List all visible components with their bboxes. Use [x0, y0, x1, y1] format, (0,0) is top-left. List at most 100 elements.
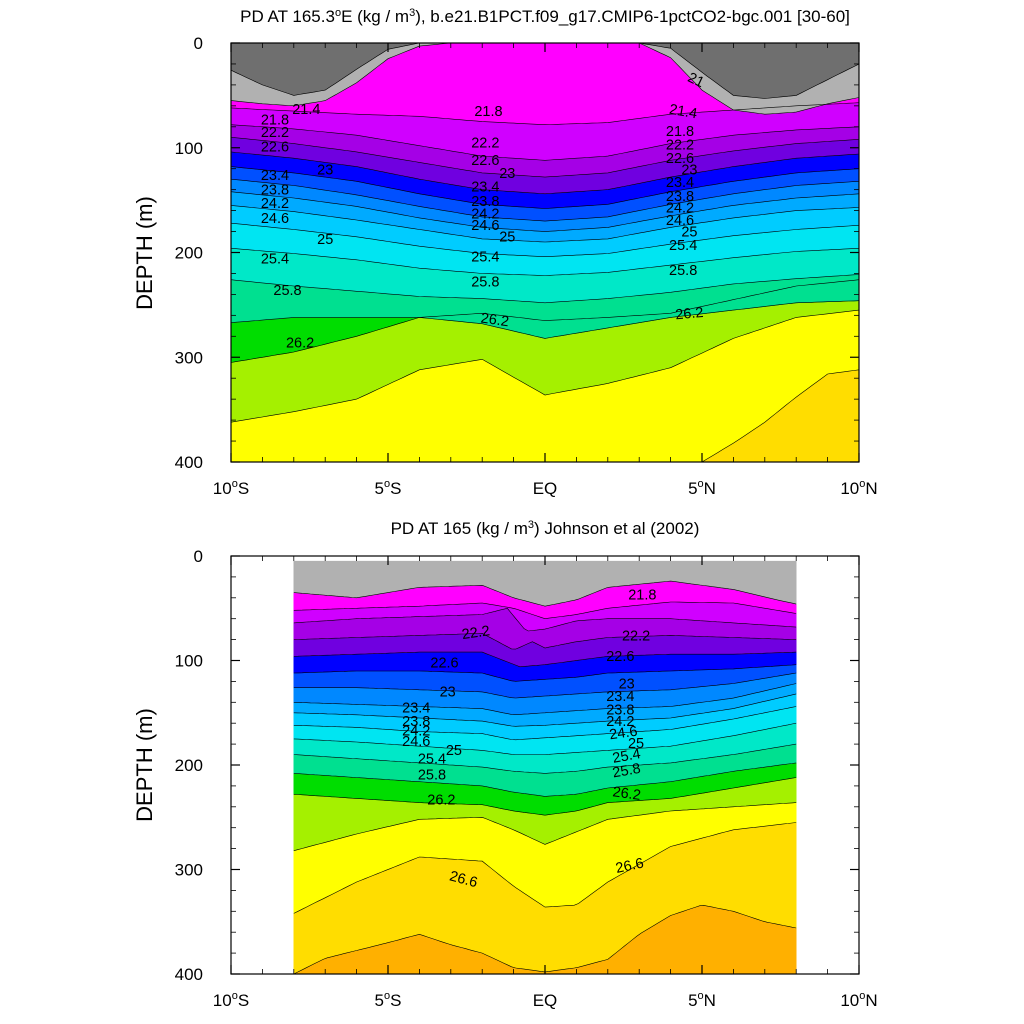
isopycnal-line	[231, 300, 859, 339]
y-tick-label: 300	[175, 348, 203, 367]
contour-label: 25.8	[418, 767, 446, 783]
top-chart-title: PD AT 165.3oE (kg / m3), b.e21.B1PCT.f09…	[240, 7, 850, 26]
bottom-axes: 0 100 200 300 400 10oS 5oS EQ 5oN 10oN	[175, 547, 878, 1010]
bottom-contour-fill	[293, 560, 797, 974]
top-panel: PD AT 165.3oE (kg / m3), b.e21.B1PCT.f09…	[132, 7, 878, 498]
contour-label: 25	[446, 743, 462, 759]
contour-label: 23.4	[471, 179, 499, 195]
contour-label: 22.6	[261, 140, 289, 156]
top-contour-lines	[231, 43, 859, 462]
y-tick-label: 100	[175, 139, 203, 158]
contour-label: 24.2	[606, 714, 634, 730]
contour-label: 23.8	[402, 714, 430, 730]
contour-label: 24.6	[471, 218, 499, 234]
contour-label: 23.4	[261, 168, 289, 184]
bottom-panel: PD AT 165 (kg / m3) Johnson et al (2002)…	[132, 519, 878, 1010]
top-y-axis-title: DEPTH (m)	[132, 196, 157, 310]
contour-label: 23.8	[666, 189, 694, 205]
contour-label: 26.2	[480, 311, 510, 331]
y-tick-label: 0	[194, 34, 203, 53]
top-plot-area: 21.421.822.222.62323.423.824.224.62525.4…	[231, 43, 859, 462]
isopycnal-line	[293, 693, 797, 727]
contour-label: 23	[499, 166, 515, 182]
contour-label: 25.4	[611, 746, 642, 767]
contour-label: 22.6	[666, 151, 694, 167]
contour-label: 25.4	[471, 250, 499, 266]
contour-label: 25	[317, 232, 333, 248]
contour-label: 25.8	[273, 283, 301, 299]
isopycnal-line	[231, 166, 859, 209]
contour-label: 23.8	[261, 183, 289, 199]
contour-label: 23	[681, 163, 697, 179]
contour-band	[231, 369, 859, 462]
contour-label: 22.6	[430, 655, 458, 671]
x-tick-label: 10oN	[840, 990, 877, 1010]
contour-label: 24.6	[666, 213, 694, 229]
bottom-plot-area: 21.822.2 22.222.6 22.6232323.423.423.823.8…	[231, 556, 859, 974]
isopycnal-line	[293, 632, 797, 650]
contour-label: 24.2	[261, 196, 289, 212]
contour-label: 23.8	[471, 194, 499, 210]
x-tick-label: 10oS	[213, 990, 249, 1010]
isopycnal-line	[293, 777, 797, 816]
x-tick-label: 10oN	[840, 478, 877, 498]
y-tick-label: 200	[175, 244, 203, 263]
isopycnal-line	[293, 672, 797, 699]
isopycnal-line	[293, 601, 797, 620]
bottom-chart-title: PD AT 165 (kg / m3) Johnson et al (2002)	[391, 519, 700, 538]
contour-label: 22.2	[461, 623, 491, 643]
contour-label: 24.6	[261, 211, 289, 227]
isopycnal-line	[231, 309, 859, 423]
contour-label: 23.8	[606, 702, 634, 718]
isopycnal-line	[293, 743, 797, 774]
isopycnal-line	[293, 722, 797, 755]
isopycnal-line	[231, 137, 859, 178]
isopycnal-line	[293, 762, 797, 797]
contour-label: 22.6	[606, 649, 634, 665]
contour-label: 23	[619, 676, 635, 692]
isopycnal-line	[231, 178, 859, 222]
contour-label: 21.8	[474, 104, 502, 120]
isopycnal-line	[231, 279, 859, 363]
contour-label: 22.2	[622, 628, 650, 644]
isopycnal-line	[231, 43, 859, 99]
contour-label: 24.6	[608, 724, 638, 744]
bottom-contour-labels: 21.822.2 22.222.6 22.6232323.423.423.823.8…	[402, 588, 656, 892]
isopycnal-line	[293, 607, 797, 632]
isopycnal-line	[293, 822, 797, 914]
contour-label: 21.4	[668, 102, 699, 123]
contour-label: 23.4	[402, 700, 430, 716]
isopycnal-line	[231, 124, 859, 161]
contour-label: 21	[685, 70, 706, 91]
contour-label: 24.2	[471, 207, 499, 223]
isopycnal-line	[231, 43, 859, 115]
contour-label: 25.8	[669, 263, 697, 279]
contour-band	[231, 43, 859, 99]
isopycnal-line	[293, 683, 797, 716]
bottom-y-axis-title: DEPTH (m)	[132, 708, 157, 822]
x-tick-label: 5oS	[375, 478, 402, 498]
contour-label: 26.2	[286, 335, 314, 351]
x-tick-label: 5oN	[688, 990, 716, 1010]
isopycnal-line	[231, 102, 859, 126]
contour-label: 25.4	[261, 252, 289, 268]
top-axes: 0 100 200 300 400 10oS 5oS EQ 5oN 10oN	[175, 34, 878, 498]
contour-label: 25.8	[471, 275, 499, 291]
contour-label: 21.8	[628, 588, 656, 604]
isopycnal-line	[293, 802, 797, 851]
contour-label: 25	[499, 230, 515, 246]
contour-label: 24.2	[666, 200, 694, 216]
contour-label: 23	[317, 163, 333, 179]
contour-label: 21.8	[666, 124, 694, 140]
contour-label: 25.4	[669, 238, 697, 254]
isopycnal-line	[293, 706, 797, 741]
top-contour-fill	[231, 43, 859, 462]
contour-label: 22.2	[471, 135, 499, 151]
contour-label: 23	[440, 685, 456, 701]
y-tick-label: 200	[175, 756, 203, 775]
isopycnal-line	[293, 664, 797, 682]
isopycnal-line	[231, 369, 859, 462]
isopycnal-line	[231, 205, 859, 243]
x-tick-label: EQ	[533, 991, 558, 1010]
bottom-contour-lines	[293, 580, 797, 974]
